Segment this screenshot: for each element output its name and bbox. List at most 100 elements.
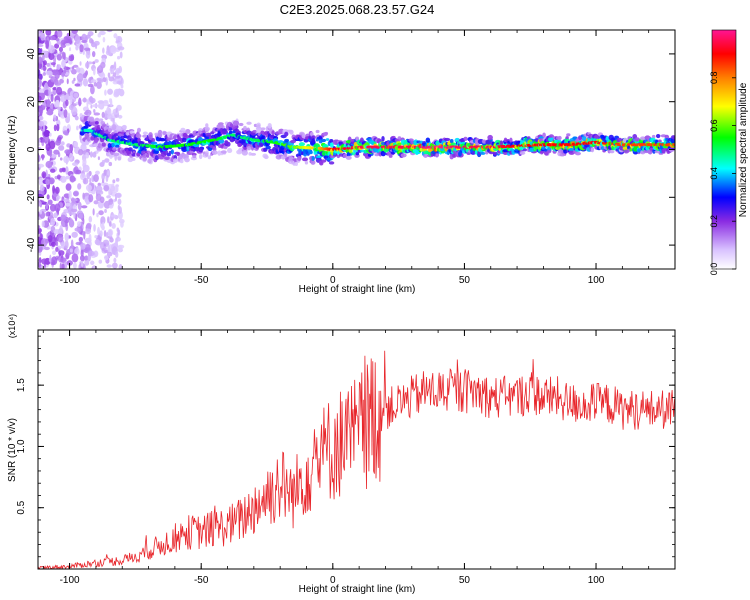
heatmap-noise-cell [65,202,71,207]
heatmap-noise-cell [58,145,65,151]
heatmap-ridge-cell [315,129,320,134]
heatmap-noise-cell [72,162,79,167]
heatmap-noise-cell [84,260,90,266]
heatmap-noise-cell [45,178,50,186]
heatmap-noise-cell [82,177,89,185]
heatmap-noise-cell [59,51,63,55]
heatmap-noise-cell [107,170,110,176]
x-tick-label: -100 [60,575,80,586]
heatmap-noise-cell [60,175,67,183]
heatmap-noise-cell [92,61,96,65]
x-tick-label: 100 [588,575,605,586]
heatmap-noise-cell [89,177,92,184]
heatmap-ridge-cell [218,124,224,129]
heatmap-noise-cell [102,47,105,54]
heatmap-ridge-cell [609,150,615,154]
heatmap-noise-cell [46,62,50,67]
y-tick-label: 0.5 [16,500,27,514]
snr-y-multiplier: (x10⁴) [7,314,17,338]
heatmap-noise-cell [38,120,45,127]
heatmap-noise-cell [79,254,85,262]
heatmap-noise-cell [47,235,53,243]
heatmap-noise-cell [115,185,119,193]
heatmap-ridge-cell [93,139,99,143]
heatmap-noise-cell [76,125,79,131]
heatmap-ridge-cell [142,154,148,158]
spectrogram-heatmap [38,30,675,269]
heatmap-ridge-cell [94,121,99,125]
heatmap-ridge-cell [284,131,289,137]
y-tick-label: -20 [26,190,37,205]
heatmap-ridge-cell [408,138,414,142]
heatmap-noise-cell [101,159,105,165]
heatmap-ridge-cell [542,132,546,138]
heatmap-ridge-cell [284,138,290,143]
heatmap-ridge-cell [345,155,352,160]
heatmap-noise-cell [65,175,70,180]
heatmap-noise-cell [77,183,82,190]
heatmap-noise-cell [93,82,97,87]
heatmap-noise-cell [60,94,66,103]
heatmap-noise-cell [38,163,45,168]
heatmap-noise-cell [103,230,107,238]
heatmap-noise-cell [74,35,81,45]
heatmap-noise-cell [55,246,59,253]
heatmap-noise-cell [54,71,60,80]
heatmap-noise-cell [39,185,45,192]
heatmap-ridge-cell [348,148,353,154]
heatmap-noise-cell [53,212,58,219]
heatmap-noise-cell [96,212,99,218]
heatmap-noise-cell [106,113,113,120]
heatmap-ridge-cell [355,136,360,141]
heatmap-noise-cell [92,104,99,108]
heatmap-ridge-cell [297,156,302,162]
heatmap-noise-cell [43,60,47,66]
heatmap-ridge-cell [131,157,136,161]
heatmap-ridge-cell [220,150,227,154]
heatmap-noise-cell [89,151,93,158]
heatmap-noise-cell [49,203,57,212]
heatmap-noise-cell [108,221,112,227]
heatmap-noise-cell [48,40,52,50]
heatmap-ridge-cell [243,125,247,131]
heatmap-ridge-cell [557,135,562,141]
heatmap-noise-cell [62,168,66,173]
heatmap-noise-cell [59,157,63,161]
heatmap-noise-cell [52,250,57,256]
y-tick-label: 20 [26,96,37,108]
heatmap-ridge-cell [246,146,252,151]
heatmap-ridge-cell [98,118,104,122]
heatmap-noise-cell [75,169,82,175]
heatmap-noise-cell [38,95,42,102]
heatmap-noise-cell [85,34,91,39]
spectrogram-y-label: Frequency (Hz) [7,116,18,185]
heatmap-noise-cell [104,158,110,163]
heatmap-ridge-cell [294,161,299,166]
snr-frame [37,329,676,570]
heatmap-noise-cell [38,36,41,44]
heatmap-noise-cell [38,56,43,64]
heatmap-ridge-cell [509,137,513,143]
heatmap-noise-cell [45,30,52,36]
heatmap-noise-cell [96,81,102,90]
heatmap-ridge-cell [370,139,376,145]
heatmap-ridge-cell [657,139,662,143]
heatmap-noise-cell [44,246,50,251]
heatmap-noise-cell [70,239,74,249]
heatmap-ridge-cell [181,146,188,153]
heatmap-noise-cell [63,198,70,202]
heatmap-noise-cell [82,192,85,200]
heatmap-noise-cell [108,161,113,167]
heatmap-ridge-cell [310,160,316,165]
heatmap-noise-cell [50,241,56,247]
heatmap-ridge-cell [93,143,100,147]
heatmap-noise-cell [64,208,69,213]
heatmap-ridge-cell [522,148,527,152]
heatmap-noise-cell [84,255,89,262]
heatmap-noise-cell [84,243,91,251]
heatmap-noise-cell [120,221,124,228]
heatmap-ridge-cell [292,158,298,162]
heatmap-noise-cell [52,114,57,122]
heatmap-ridge-cell [548,134,555,138]
heatmap-noise-cell [91,50,96,58]
